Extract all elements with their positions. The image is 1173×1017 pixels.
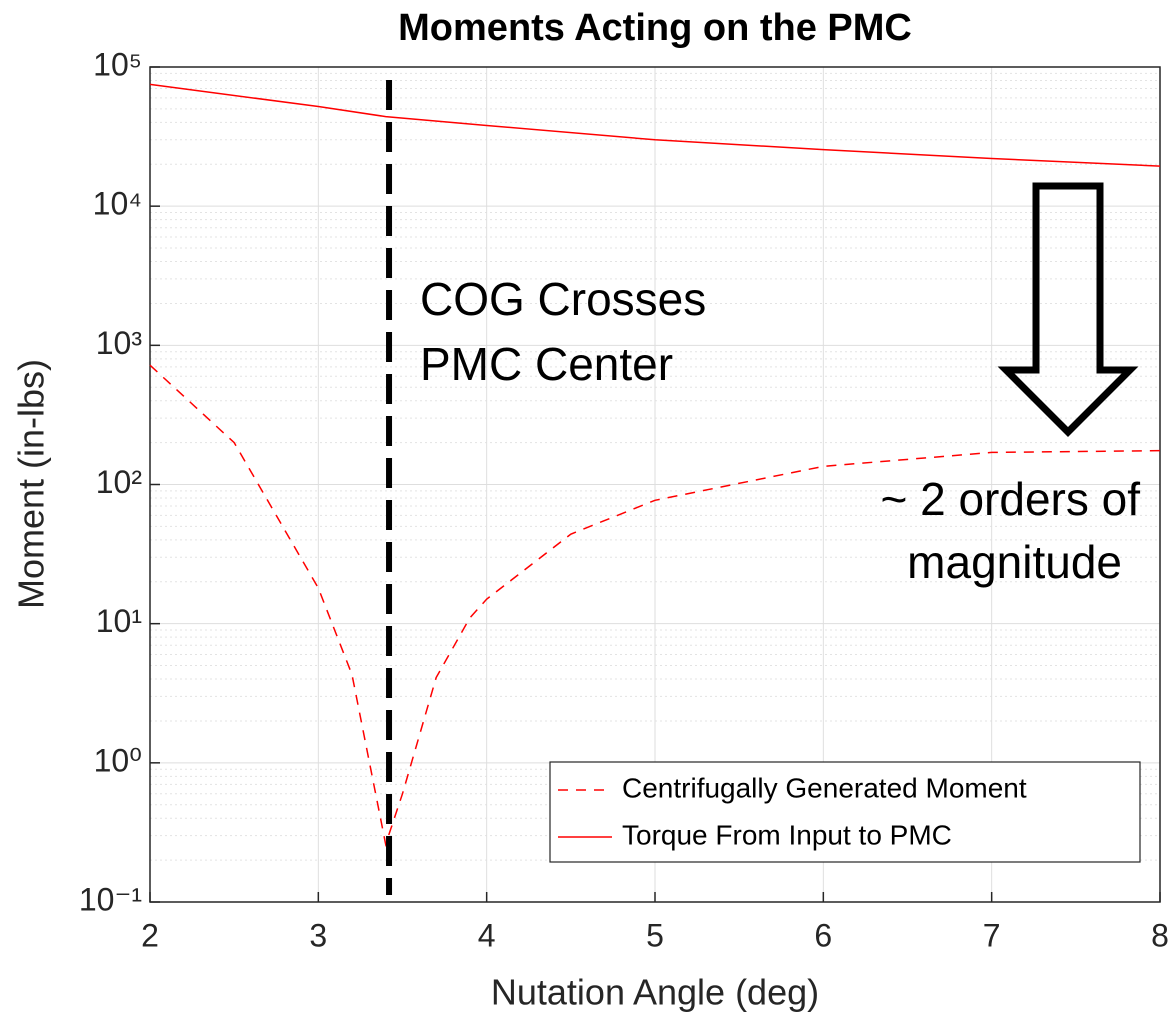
plot: COG Crosses PMC Center ~ 2 orders of magnit…: [149, 80, 1161, 895]
x-axis-label: Nutation Angle (deg): [491, 972, 819, 1013]
annotation: magnitude: [907, 536, 1122, 588]
down-arrow: [997, 182, 1139, 437]
x-tick-label: 5: [646, 917, 664, 953]
annotation: COG Crosses: [420, 273, 706, 325]
x-tick-label: 4: [478, 917, 496, 953]
y-tick-label: 10⁵: [93, 46, 142, 82]
y-tick-label: 10⁻¹: [79, 881, 142, 917]
x-tick-label: 3: [309, 917, 327, 953]
legend-label: Centrifugally Generated Moment: [622, 772, 1027, 803]
chart-title: Moments Acting on the PMC: [398, 7, 912, 49]
y-tick-label: 10¹: [96, 603, 142, 639]
annotation: ~ 2 orders of: [880, 473, 1140, 525]
y-axis-label: Moment (in-lbs): [11, 359, 52, 609]
annotation: PMC Center: [420, 338, 673, 390]
legend: Centrifugally Generated Moment Torque Fro…: [549, 761, 1141, 863]
legend-label: Torque From Input to PMC: [622, 819, 952, 850]
plot-frame: [149, 66, 1161, 903]
y-tick-label: 10⁴: [93, 186, 142, 222]
x-tick-label: 7: [983, 917, 1001, 953]
series-line: [149, 364, 1161, 848]
x-tick-label: 8: [1151, 917, 1169, 953]
series-line: [149, 83, 1161, 167]
x-tick-label: 6: [814, 917, 832, 953]
y-tick-label: 10⁰: [94, 742, 142, 778]
y-tick-label: 10²: [96, 464, 143, 500]
legend-box: [549, 761, 1141, 863]
x-tick-label: 2: [141, 917, 159, 953]
y-tick-label: 10³: [96, 325, 143, 361]
